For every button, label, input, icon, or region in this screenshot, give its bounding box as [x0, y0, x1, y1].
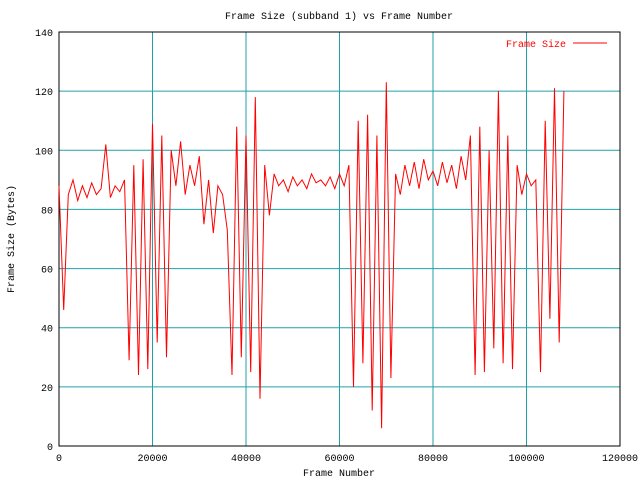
y-tick-label: 80 [41, 206, 53, 217]
x-tick-label: 0 [56, 454, 62, 465]
x-tick-label: 20000 [137, 454, 167, 465]
y-tick-label: 140 [35, 29, 53, 40]
y-axis-label: Frame Size (Bytes) [6, 185, 18, 293]
x-tick-label: 100000 [508, 454, 544, 465]
data-line [58, 82, 565, 429]
x-tick-label: 80000 [418, 454, 448, 465]
y-tick-label: 60 [41, 266, 53, 277]
x-axis-label: Frame Number [303, 468, 375, 480]
x-tick-label: 120000 [602, 454, 638, 465]
y-tick-label: 40 [41, 325, 53, 336]
x-tick-label: 40000 [231, 454, 261, 465]
y-tick-label: 100 [35, 147, 53, 158]
x-tick-label: 60000 [324, 454, 354, 465]
y-tick-label: 0 [47, 443, 53, 454]
legend-label: Frame Size [506, 39, 566, 51]
y-tick-label: 120 [35, 88, 53, 99]
y-tick-label: 20 [41, 384, 53, 395]
plot-border [58, 31, 621, 447]
chart-title: Frame Size (subband 1) vs Frame Number [225, 11, 453, 23]
